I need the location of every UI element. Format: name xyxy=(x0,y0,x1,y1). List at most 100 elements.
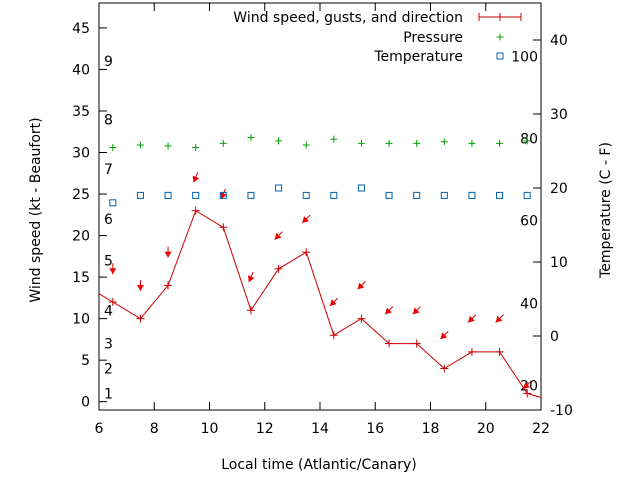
data-marks xyxy=(98,134,542,398)
legend: Wind speed, gusts, and direction Pressure… xyxy=(233,10,522,65)
pressure-point xyxy=(136,141,144,149)
pressure-point xyxy=(496,139,504,147)
legend-label-temperature: Temperature xyxy=(373,49,463,65)
wind-direction-arrow xyxy=(192,172,200,183)
beaufort-label: 4 xyxy=(104,303,113,319)
axis-ticks: 6 8 10 12 14 16 18 20 22051015202530354045-10010… xyxy=(72,3,573,437)
x-tick-label: 18 xyxy=(422,421,440,437)
y-tick-label: 0 xyxy=(81,395,90,411)
arrow-head xyxy=(274,232,282,240)
wind-speed-point xyxy=(523,389,532,398)
wind-speed-point xyxy=(467,347,476,356)
legend-temperature-marker xyxy=(496,52,504,60)
y2-tick-label: 40 xyxy=(550,33,568,49)
beaufort-label: 3 xyxy=(104,337,113,353)
arrow-head xyxy=(109,268,117,275)
y2-tick-label: 0 xyxy=(550,329,559,345)
wind-speed-point xyxy=(329,331,338,340)
y2-axis-label: Temperature (C - F) xyxy=(598,142,614,279)
y-tick-label: 15 xyxy=(72,270,90,286)
y-axis-label: Wind speed (kt - Beaufort) xyxy=(28,117,44,302)
pressure-point xyxy=(219,139,227,147)
wind-direction-arrow xyxy=(109,263,117,275)
temperature-point xyxy=(192,191,200,199)
beaufort-label: 6 xyxy=(104,212,113,228)
temperature-point xyxy=(440,191,448,199)
pressure-point xyxy=(413,139,421,147)
arrow-head xyxy=(192,175,200,183)
temperature-point xyxy=(302,191,310,199)
y-tick-label: 10 xyxy=(72,312,90,328)
wind-speed-point xyxy=(274,264,283,273)
x-tick-label: 16 xyxy=(366,421,384,437)
y2-tick-label: 10 xyxy=(550,255,568,271)
x-tick-label: 10 xyxy=(201,421,219,437)
arrow-head xyxy=(136,284,144,291)
pressure-point xyxy=(468,139,476,147)
pressure-point xyxy=(302,141,310,149)
beaufort-label: 2 xyxy=(104,361,113,377)
y-tick-label: 20 xyxy=(72,229,90,245)
wind-direction-arrow xyxy=(136,279,144,291)
fahrenheit-label: 60 xyxy=(520,214,538,230)
fahrenheit-label: 80 xyxy=(520,131,538,147)
temperature-point xyxy=(247,191,255,199)
y-tick-label: 25 xyxy=(72,187,90,203)
temperature-point xyxy=(109,199,117,207)
wind-direction-arrow xyxy=(274,231,283,240)
y2-tick-label: -10 xyxy=(550,403,573,419)
temperature-point xyxy=(164,191,172,199)
arrow-head xyxy=(440,332,448,340)
arrow-head xyxy=(468,315,475,323)
arrow-head xyxy=(385,307,392,315)
wind-speed-point xyxy=(108,298,117,307)
y-tick-label: 5 xyxy=(81,353,90,369)
x-tick-label: 8 xyxy=(150,421,159,437)
plot-frame xyxy=(98,2,542,411)
pressure-point xyxy=(109,144,117,152)
wind-speed-point xyxy=(191,206,200,215)
arrow-head xyxy=(412,307,420,315)
beaufort-label: 1 xyxy=(104,386,113,402)
wind-direction-arrow xyxy=(329,297,339,307)
y2-tick-label: 20 xyxy=(550,181,568,197)
temperature-point xyxy=(357,184,365,192)
wind-speed-point xyxy=(302,248,311,257)
wind-speed-point xyxy=(495,347,504,356)
legend-label-pressure: Pressure xyxy=(403,30,463,46)
wind-direction-arrow xyxy=(220,188,227,200)
fahrenheit-label: 100 xyxy=(511,49,538,65)
temperature-point xyxy=(136,191,144,199)
x-tick-label: 6 xyxy=(95,421,104,437)
arrow-head xyxy=(302,216,310,223)
wind-speed-point xyxy=(412,339,421,348)
pressure-point xyxy=(440,138,448,146)
arrow-head xyxy=(164,251,172,258)
x-tick-label: 20 xyxy=(477,421,495,437)
x-axis-label: Local time (Atlantic/Canary) xyxy=(221,457,417,473)
beaufort-label: 9 xyxy=(104,54,113,70)
beaufort-label: 7 xyxy=(104,162,113,178)
temperature-point xyxy=(468,191,476,199)
x-tick-label: 12 xyxy=(256,421,274,437)
wind-speed-point xyxy=(136,314,145,323)
pressure-point xyxy=(385,139,393,147)
pressure-point xyxy=(523,137,531,145)
legend-label-wind: Wind speed, gusts, and direction xyxy=(233,10,463,26)
arrow-head xyxy=(495,315,503,323)
beaufort-label: 5 xyxy=(104,253,113,269)
wind-speed-point xyxy=(440,364,449,373)
wind-direction-arrow xyxy=(164,246,172,258)
wind-speed-point xyxy=(357,314,366,323)
pressure-point xyxy=(330,135,338,143)
wind-direction-arrow xyxy=(440,331,449,340)
pressure-point xyxy=(275,137,283,145)
wind-speed-point xyxy=(246,306,255,315)
wind-direction-arrow xyxy=(412,306,421,315)
x-tick-label: 22 xyxy=(532,421,550,437)
wind-direction-arrow xyxy=(384,306,394,315)
temperature-point xyxy=(385,191,393,199)
pressure-point xyxy=(192,144,200,152)
wind-direction-arrow xyxy=(522,380,532,390)
